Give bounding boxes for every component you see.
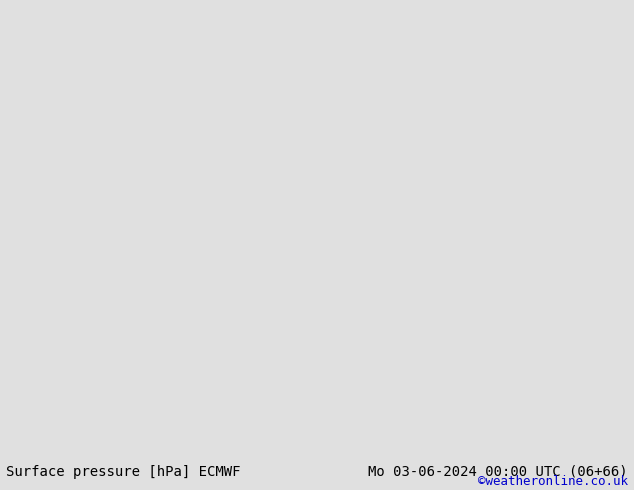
- Text: Surface pressure [hPa] ECMWF: Surface pressure [hPa] ECMWF: [6, 465, 241, 479]
- Text: Mo 03-06-2024 00:00 UTC (06+66): Mo 03-06-2024 00:00 UTC (06+66): [368, 465, 628, 479]
- Text: ©weatheronline.co.uk: ©weatheronline.co.uk: [477, 475, 628, 488]
